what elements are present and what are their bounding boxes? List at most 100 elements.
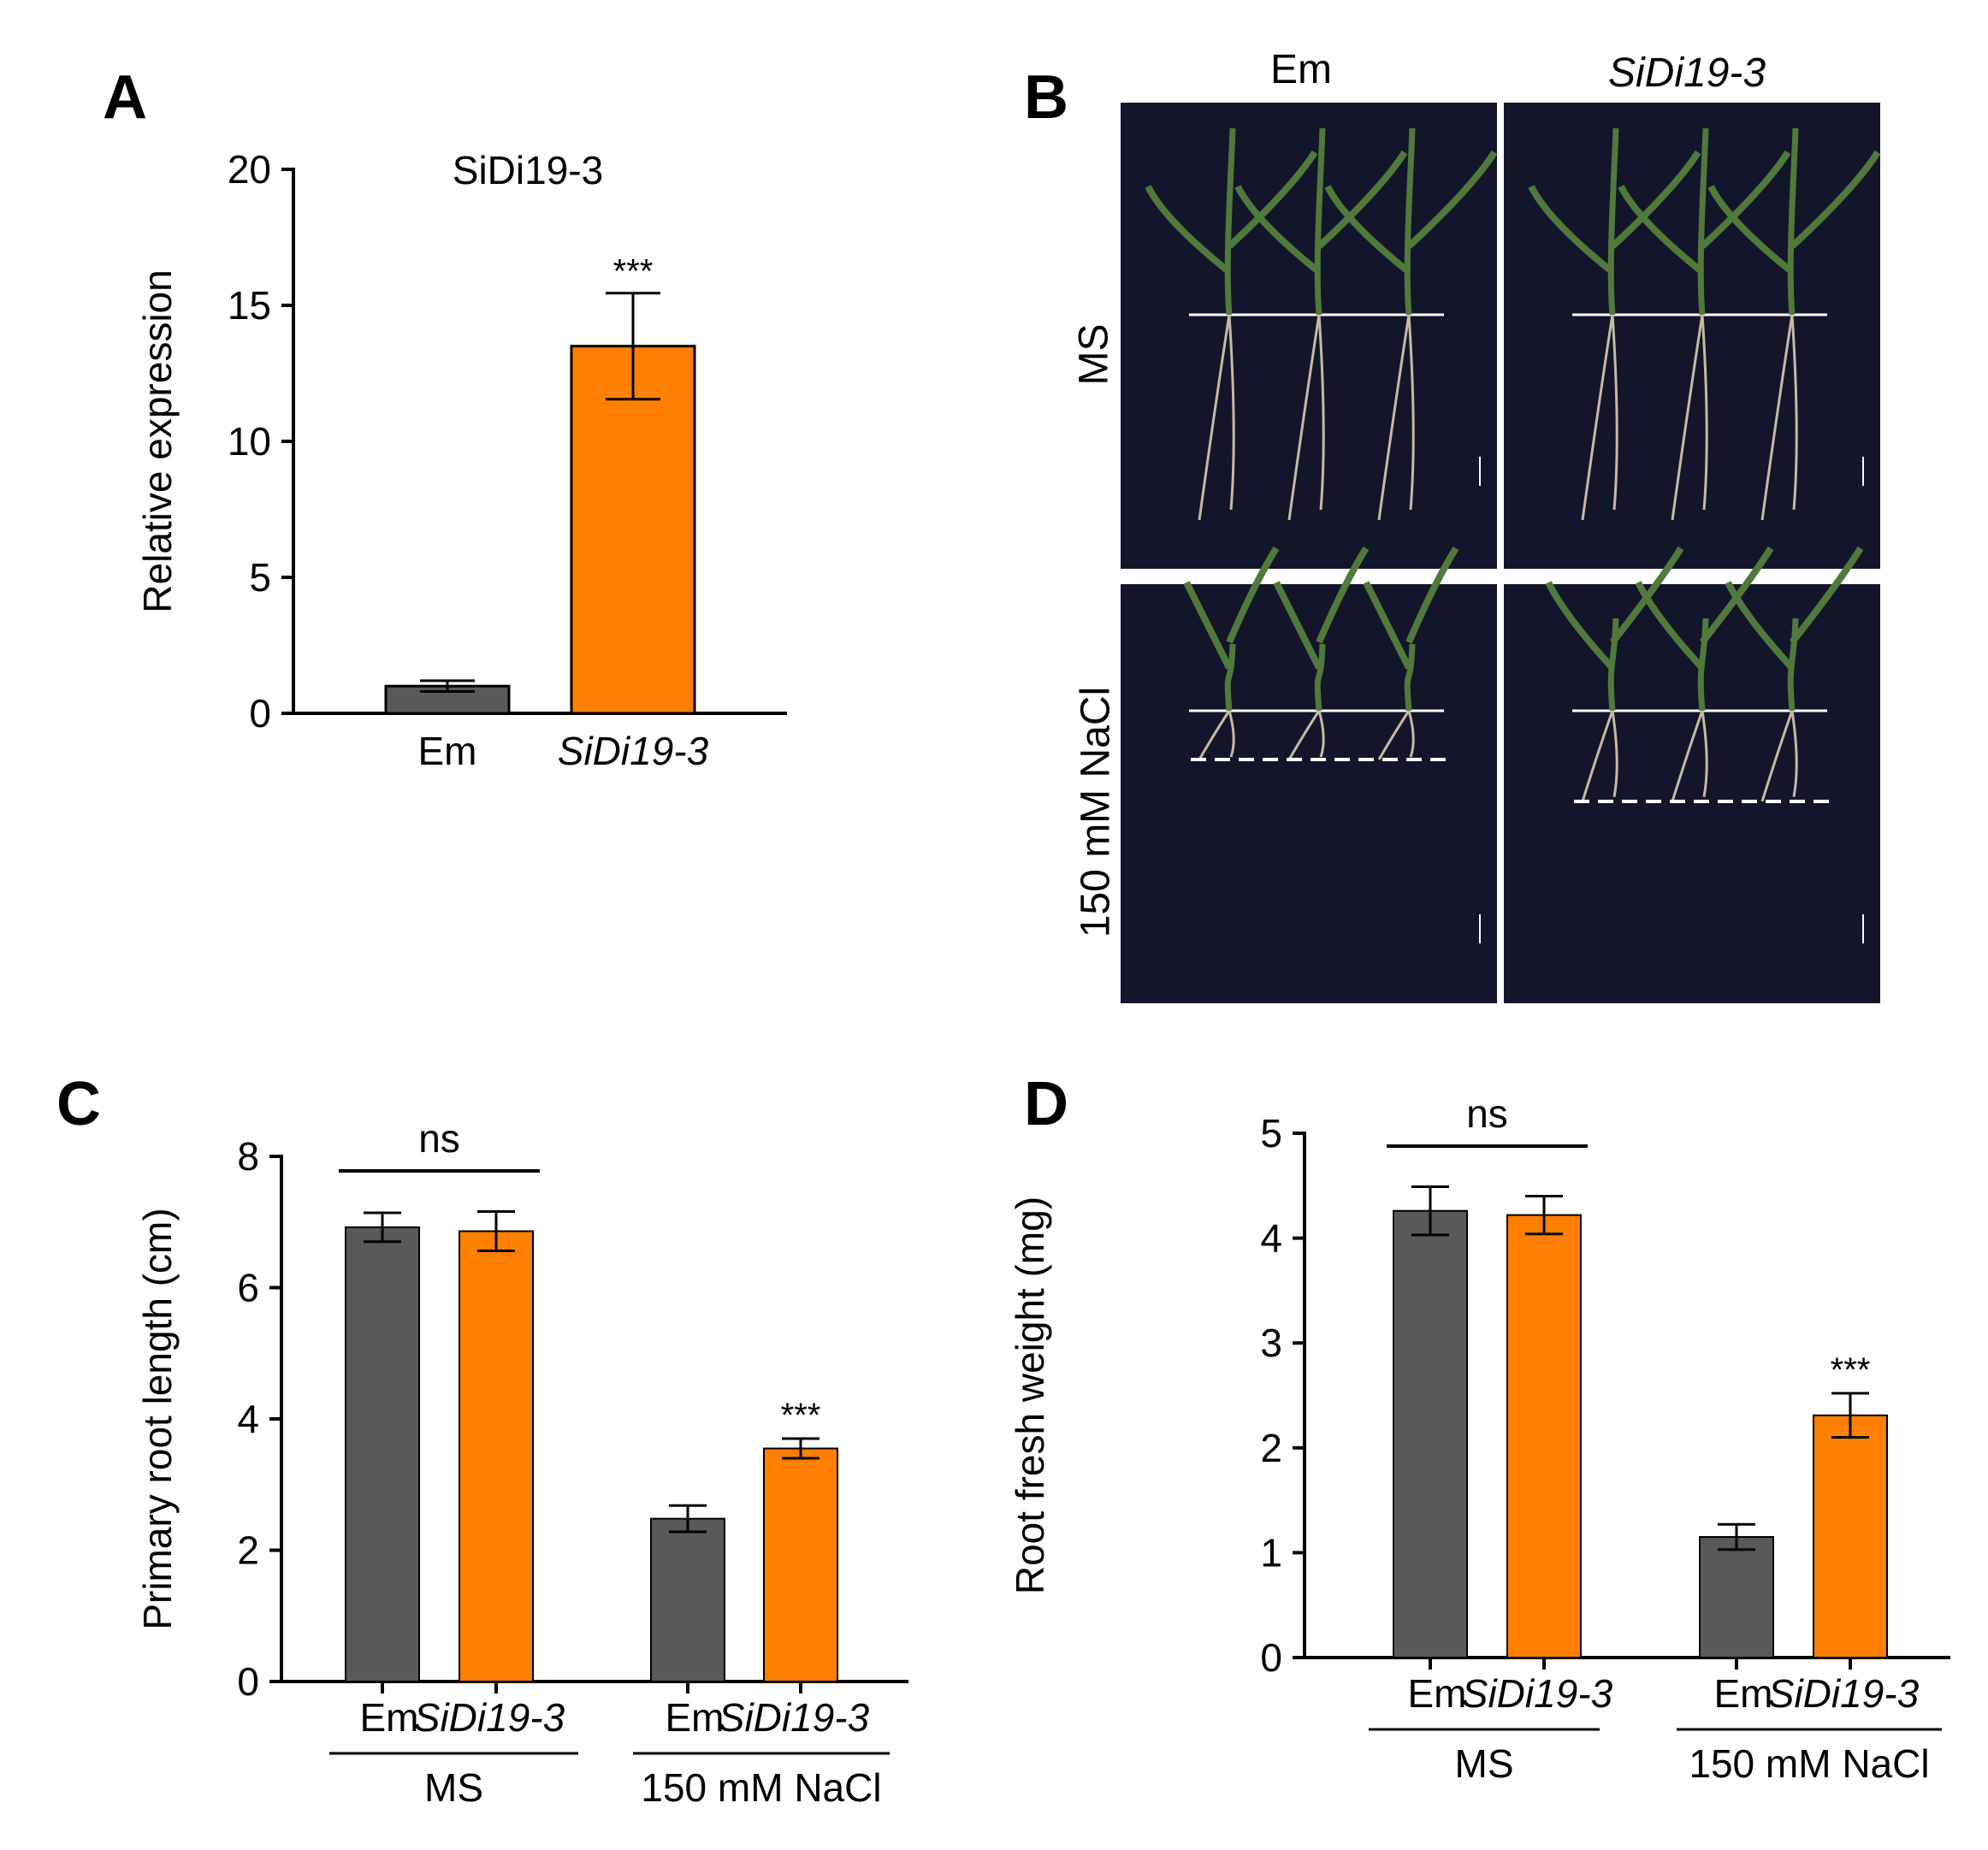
root: [1407, 314, 1415, 511]
root: [1581, 314, 1614, 521]
leaf: [1145, 185, 1232, 275]
chart-title: SiDi19-3: [453, 148, 603, 192]
stem: [1314, 643, 1326, 712]
leaf: [1725, 581, 1795, 671]
leaf: [1707, 185, 1795, 275]
panel-letter-d: D: [1024, 1070, 1068, 1138]
seedling: [1707, 127, 1881, 521]
x-tick-label: Em: [418, 729, 477, 773]
root: [1790, 710, 1798, 797]
seedling: [1363, 546, 1459, 760]
error-bar: [782, 1437, 819, 1460]
seedling: [1273, 546, 1370, 760]
root: [1407, 710, 1415, 758]
x-tick-label: Em: [666, 1695, 725, 1740]
stem: [1224, 643, 1236, 712]
leaf: [1316, 546, 1370, 644]
leaf: [1183, 581, 1233, 670]
stem: [1607, 127, 1619, 316]
root: [1760, 314, 1794, 521]
bar: [570, 345, 696, 715]
panel-letter-a: A: [103, 63, 147, 132]
x-tick-label: SiDi19-3: [1768, 1671, 1920, 1716]
leaf: [1226, 546, 1280, 644]
error-bar: [420, 679, 475, 694]
group-label: 150 mM NaCl: [641, 1765, 881, 1810]
root: [1228, 314, 1235, 511]
x-tick-label: Em: [1714, 1671, 1773, 1716]
error-bar: [669, 1504, 707, 1534]
photo-row-label-nacl: 150 mM NaCl: [1073, 686, 1119, 938]
root: [1701, 710, 1708, 797]
significance-label: ns: [1466, 1091, 1508, 1136]
y-tick-label: 2: [237, 1528, 259, 1573]
root: [1671, 710, 1704, 802]
leaf: [1363, 581, 1412, 670]
leaf: [1406, 150, 1498, 249]
stem: [1697, 127, 1709, 316]
photo-tile: [1121, 546, 1497, 1003]
leaf: [1227, 150, 1318, 249]
y-axis-title: Root fresh weight (mg): [1008, 1197, 1052, 1594]
x-tick-label: SiDi19-3: [719, 1695, 870, 1740]
photo-background: [1504, 584, 1880, 1003]
panel-letter-b: B: [1024, 63, 1068, 132]
y-tick-label: 3: [1260, 1321, 1282, 1365]
seedling: [1528, 127, 1701, 521]
y-tick-label: 0: [237, 1659, 259, 1704]
leaf: [1273, 581, 1322, 670]
seedling: [1545, 546, 1684, 802]
photo-col-label-sidi19-3: SiDi19-3: [1608, 50, 1766, 96]
root: [1287, 314, 1321, 521]
y-tick-label: 6: [237, 1266, 259, 1310]
seedling: [1183, 546, 1280, 760]
significance-label: ns: [418, 1116, 460, 1161]
group-label: 150 mM NaCl: [1689, 1741, 1929, 1786]
y-tick-label: 8: [237, 1134, 259, 1179]
root: [1701, 314, 1708, 511]
error-bar: [1831, 1392, 1869, 1439]
y-tick-label: 4: [237, 1397, 259, 1441]
y-tick-label: 1: [1260, 1530, 1282, 1575]
error-bar: [1525, 1195, 1563, 1236]
root: [1790, 314, 1798, 511]
root: [1581, 710, 1614, 802]
seedling-photos: [1121, 103, 1881, 1003]
x-tick-label: Em: [360, 1695, 419, 1740]
stem: [1224, 127, 1236, 316]
error-bar: [364, 1211, 401, 1244]
error-bar: [606, 292, 660, 401]
root: [1671, 314, 1704, 521]
error-bar: [477, 1209, 515, 1253]
significance-label: ***: [1831, 1351, 1871, 1389]
y-tick-label: 5: [1260, 1111, 1282, 1156]
y-tick-label: 5: [249, 555, 271, 600]
root: [1611, 314, 1618, 511]
seedling: [1324, 127, 1498, 521]
leaf: [1545, 581, 1615, 671]
stem: [1404, 127, 1416, 316]
bar: [384, 684, 511, 715]
root: [1611, 710, 1618, 797]
leaf: [1405, 546, 1459, 644]
x-tick-label: Em: [1408, 1671, 1467, 1716]
error-bar: [1718, 1522, 1755, 1552]
chart-relative-expression: 0 5 10 15 20 Relative expression SiDi19-3 Em SiD…: [135, 147, 787, 773]
leaf: [1618, 185, 1705, 275]
leaf: [1528, 185, 1615, 275]
panel-letter-c: C: [56, 1070, 101, 1138]
y-tick-label: 4: [1260, 1216, 1282, 1261]
leaf: [1699, 546, 1774, 645]
photo-tile: [1121, 103, 1498, 569]
leaf: [1316, 150, 1408, 249]
y-axis-title: Relative expression: [135, 269, 180, 612]
group-label: MS: [1455, 1741, 1514, 1786]
y-tick-label: 0: [249, 691, 271, 736]
leaf: [1609, 546, 1684, 645]
root: [1317, 314, 1325, 511]
root: [1377, 710, 1411, 760]
root: [1287, 710, 1321, 760]
y-axis-title: Primary root length (cm): [135, 1208, 180, 1629]
